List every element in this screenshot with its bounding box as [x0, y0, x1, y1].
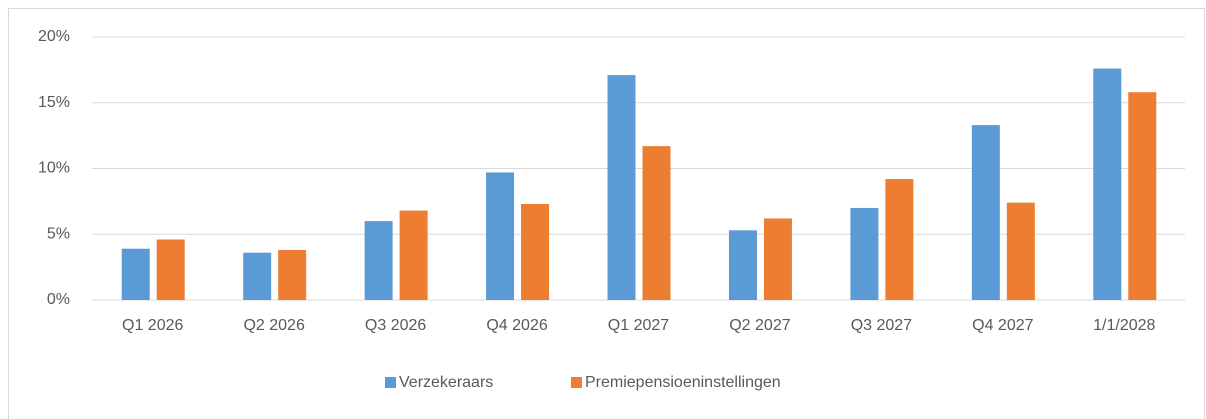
bar: [1093, 68, 1122, 300]
bar: [1128, 92, 1157, 300]
bar: [728, 230, 757, 300]
bar: [642, 146, 671, 300]
bar: [971, 125, 1000, 300]
y-tick-label: 20%: [38, 28, 70, 45]
legend-label: Verzekeraars: [399, 374, 493, 391]
x-tick-label: Q2 2026: [243, 317, 304, 334]
x-tick-label: Q4 2027: [972, 317, 1033, 334]
bar: [121, 248, 150, 300]
bar: [399, 210, 428, 300]
bar: [885, 179, 914, 300]
y-tick-label: 5%: [47, 225, 70, 242]
bar: [607, 75, 636, 300]
y-tick-label: 0%: [47, 291, 70, 308]
x-tick-label: Q2 2027: [729, 317, 790, 334]
legend-swatch: [571, 377, 582, 388]
x-tick-label: Q3 2027: [851, 317, 912, 334]
bar: [763, 218, 792, 300]
bar: [243, 252, 272, 300]
y-tick-label: 15%: [38, 94, 70, 111]
chart-frame: [8, 8, 1205, 419]
x-tick-label: Q1 2027: [608, 317, 669, 334]
y-tick-label: 10%: [38, 160, 70, 177]
legend-label: Premiepensioeninstellingen: [585, 374, 781, 391]
bar: [156, 239, 185, 300]
x-tick-label: 1/1/2028: [1093, 317, 1155, 334]
bar: [850, 207, 879, 300]
bar: [1006, 202, 1035, 300]
bar: [364, 221, 393, 300]
bar: [521, 204, 550, 300]
bar: [278, 250, 307, 300]
x-tick-label: Q1 2026: [122, 317, 183, 334]
x-tick-label: Q3 2026: [365, 317, 426, 334]
bar: [486, 172, 515, 300]
legend-swatch: [385, 377, 396, 388]
x-tick-label: Q4 2026: [486, 317, 547, 334]
